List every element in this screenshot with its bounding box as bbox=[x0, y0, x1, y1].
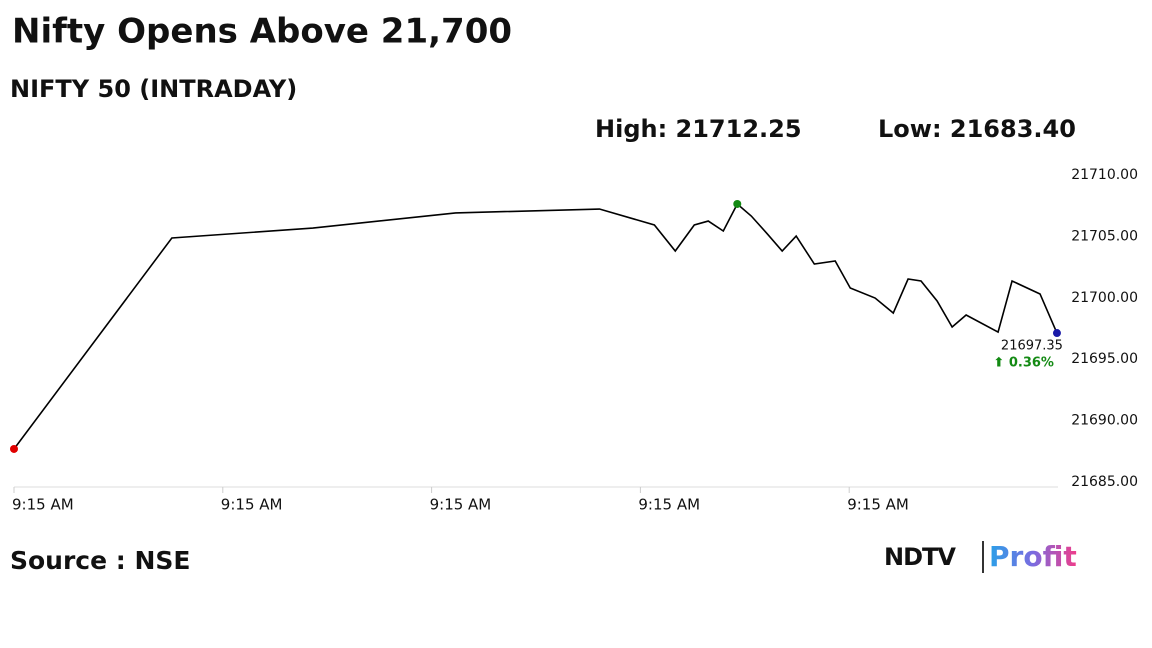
chart-subtitle: NIFTY 50 (INTRADAY) bbox=[10, 75, 297, 103]
change-label: ⬆ 0.36% bbox=[993, 356, 1054, 371]
source: Source : NSE bbox=[10, 546, 191, 575]
x-tick-label: 9:15 AM bbox=[638, 496, 700, 514]
x-tick-label: 9:15 AM bbox=[12, 496, 74, 514]
last-price-label: 21697.35 bbox=[1001, 339, 1063, 354]
y-tick-label: 21700.00 bbox=[1071, 290, 1138, 306]
y-tick-label: 21705.00 bbox=[1071, 228, 1138, 244]
high-label: High: 21712.25 bbox=[595, 115, 802, 143]
chart-title: Nifty Opens Above 21,700 bbox=[12, 12, 512, 52]
logo-product: Profit bbox=[989, 540, 1077, 573]
y-tick-label: 21690.00 bbox=[1071, 413, 1138, 429]
peak-marker bbox=[733, 199, 742, 208]
logo-brand: NDTV bbox=[884, 543, 956, 571]
low-label: Low: 21683.40 bbox=[878, 115, 1076, 143]
y-tick-label: 21710.00 bbox=[1071, 167, 1138, 183]
x-tick-label: 9:15 AM bbox=[430, 496, 492, 514]
y-tick-label: 21685.00 bbox=[1071, 474, 1138, 490]
x-tick-label: 9:15 AM bbox=[847, 496, 909, 514]
price-line bbox=[13, 202, 1058, 450]
end-marker bbox=[1052, 329, 1061, 338]
y-tick-label: 21695.00 bbox=[1071, 351, 1138, 367]
x-tick-label: 9:15 AM bbox=[221, 496, 283, 514]
start-marker bbox=[10, 444, 18, 453]
